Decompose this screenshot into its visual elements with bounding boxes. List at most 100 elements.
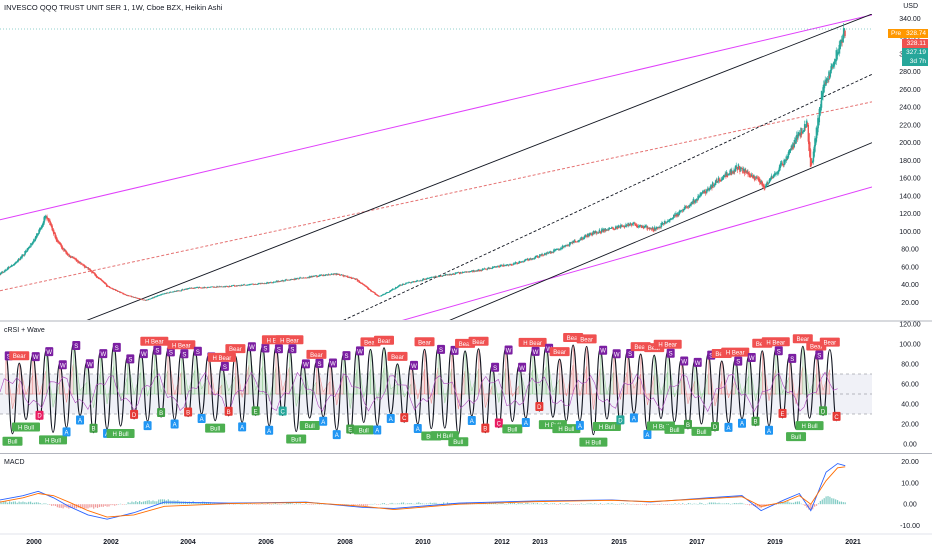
bear-label[interactable] <box>721 347 750 357</box>
wave-label[interactable] <box>166 347 175 357</box>
bear-label[interactable] <box>306 349 327 359</box>
wave-point-label[interactable] <box>535 402 544 412</box>
a-label[interactable] <box>765 425 774 435</box>
a-label[interactable] <box>575 420 584 430</box>
bear-label[interactable] <box>576 334 597 344</box>
a-label[interactable] <box>386 413 395 423</box>
time-axis[interactable]: 2000 2002 2004 2006 2008 2010 2012 2013 2015 2017… <box>26 539 861 546</box>
wave-point-label[interactable] <box>778 408 787 418</box>
wave-label[interactable] <box>693 357 702 367</box>
wave-label[interactable] <box>31 352 40 362</box>
a-label[interactable] <box>143 421 152 431</box>
bear-label[interactable] <box>414 337 435 347</box>
bear-label[interactable] <box>275 335 304 345</box>
bear-label[interactable] <box>9 351 30 361</box>
trend-line[interactable] <box>76 14 872 324</box>
wave-point-label[interactable] <box>251 406 260 416</box>
wave-point-label[interactable] <box>683 419 692 429</box>
bear-label[interactable] <box>792 334 813 344</box>
bull-label[interactable] <box>448 437 469 447</box>
wave-point-label[interactable] <box>494 418 503 428</box>
bull-label[interactable] <box>286 434 307 444</box>
bear-label[interactable] <box>819 337 840 347</box>
wave-label[interactable] <box>626 348 635 358</box>
wave-point-label[interactable] <box>819 406 828 416</box>
bull-label[interactable] <box>12 422 41 432</box>
bear-label[interactable] <box>140 336 169 346</box>
wave-label[interactable] <box>518 362 527 372</box>
a-label[interactable] <box>643 430 652 440</box>
wave-point-label[interactable] <box>832 411 841 421</box>
wave-label[interactable] <box>220 361 229 371</box>
bear-label[interactable] <box>761 337 790 347</box>
wave-point-label[interactable] <box>278 406 287 416</box>
main-price-pane[interactable] <box>0 14 872 375</box>
a-label[interactable] <box>413 423 422 433</box>
wave-label[interactable] <box>504 345 513 355</box>
wave-label[interactable] <box>45 347 54 357</box>
trend-line[interactable] <box>0 101 872 292</box>
bull-label[interactable] <box>353 425 374 435</box>
wave-point-label[interactable] <box>481 423 490 433</box>
a-label[interactable] <box>332 430 341 440</box>
wave-point-label[interactable] <box>710 422 719 432</box>
wave-label[interactable] <box>99 349 108 359</box>
a-label[interactable] <box>629 413 638 423</box>
a-label[interactable] <box>319 416 328 426</box>
wave-label[interactable] <box>815 350 824 360</box>
bear-label[interactable] <box>549 347 570 357</box>
wave-label[interactable] <box>410 360 419 370</box>
wave-label[interactable] <box>450 345 459 355</box>
indicator-title[interactable]: cRSI + Wave <box>4 327 45 334</box>
wave-point-label[interactable] <box>616 415 625 425</box>
a-label[interactable] <box>521 418 530 428</box>
a-label[interactable] <box>737 418 746 428</box>
wave-point-label[interactable] <box>751 416 760 426</box>
wave-label[interactable] <box>531 346 540 356</box>
bull-label[interactable] <box>205 423 226 433</box>
bear-label[interactable] <box>207 352 236 362</box>
wave-label[interactable] <box>437 344 446 354</box>
wave-point-label[interactable] <box>157 408 166 418</box>
bull-label[interactable] <box>2 436 23 446</box>
wave-label[interactable] <box>72 341 81 351</box>
bear-label[interactable] <box>373 335 394 345</box>
a-label[interactable] <box>76 415 85 425</box>
a-label[interactable] <box>265 425 274 435</box>
bull-label[interactable] <box>664 424 685 434</box>
wave-label[interactable] <box>301 359 310 369</box>
bear-label[interactable] <box>387 351 408 361</box>
wave-label[interactable] <box>85 359 94 369</box>
wave-point-label[interactable] <box>89 423 98 433</box>
a-label[interactable] <box>724 422 733 432</box>
a-label[interactable] <box>62 427 71 437</box>
wave-label[interactable] <box>247 342 256 352</box>
wave-label[interactable] <box>126 354 135 364</box>
wave-label[interactable] <box>666 348 675 358</box>
bull-label[interactable] <box>691 426 712 436</box>
bull-label[interactable] <box>795 421 824 431</box>
wave-label[interactable] <box>274 344 283 354</box>
bull-label[interactable] <box>299 421 320 431</box>
bull-label[interactable] <box>579 437 608 447</box>
wave-label[interactable] <box>193 346 202 356</box>
currency-label[interactable]: USD <box>903 3 918 10</box>
wave-label[interactable] <box>599 345 608 355</box>
wave-point-label[interactable] <box>400 413 409 423</box>
wave-point-label[interactable] <box>184 407 193 417</box>
bull-label[interactable] <box>39 435 68 445</box>
a-label[interactable] <box>238 422 247 432</box>
wave-label[interactable] <box>788 353 797 363</box>
wave-label[interactable] <box>139 349 148 359</box>
bull-label[interactable] <box>502 424 523 434</box>
wave-label[interactable] <box>491 362 500 372</box>
wave-label[interactable] <box>680 356 689 366</box>
bull-label[interactable] <box>592 421 621 431</box>
trend-line[interactable] <box>210 186 872 375</box>
bear-label[interactable] <box>225 344 246 354</box>
wave-label[interactable] <box>288 344 297 354</box>
wave-point-label[interactable] <box>346 424 355 434</box>
wave-label[interactable] <box>112 342 121 352</box>
